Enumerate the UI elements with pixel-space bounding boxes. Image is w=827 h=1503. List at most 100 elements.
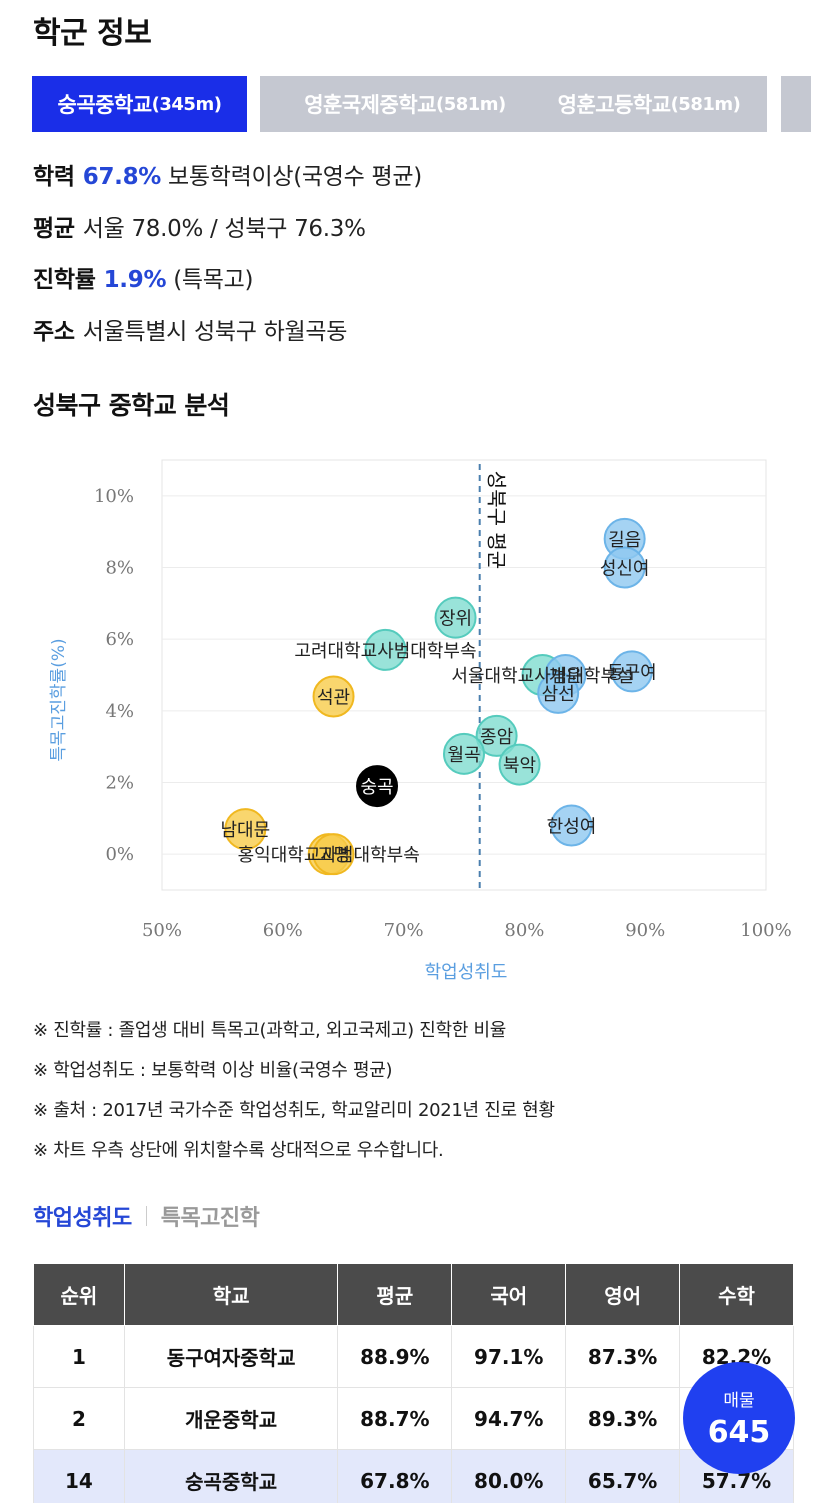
cell-school: 숭곡중학교 — [123, 1449, 339, 1503]
tab-school-0-name: 숭곡중학교 — [57, 93, 153, 117]
info-advancement-key: 진학률 — [33, 267, 96, 293]
x-tick-label: 50% — [142, 920, 182, 941]
tab-school-0[interactable]: 숭곡중학교 (345m) — [32, 76, 247, 132]
data-point-label: 장위 — [439, 609, 472, 630]
info-achievement: 학력 67.8% 보통학력이상(국영수 평균) — [33, 157, 422, 191]
cell-school: 개운중학교 — [123, 1387, 339, 1450]
tab-school-more[interactable] — [781, 76, 811, 132]
info-advancement-value: 1.9% — [103, 267, 167, 293]
subtab-advancement[interactable]: 특목고진학 — [160, 1206, 260, 1231]
note-3: ※ 차트 우측 상단에 위치할수록 상대적으로 우수합니다. — [33, 1140, 444, 1161]
data-point-label: 동구여 — [607, 662, 657, 683]
school-tabs: 숭곡중학교 (345m) 영훈국제중학교 (581m) 영훈고등학교 (581m) — [32, 76, 827, 132]
info-address: 주소 서울특별시 성북구 하월곡동 — [33, 312, 347, 346]
table-row[interactable]: 1 동구여자중학교 88.9% 97.1% 87.3% 82.2% — [33, 1325, 794, 1388]
data-point — [537, 671, 580, 714]
header-rank: 순위 — [33, 1263, 125, 1326]
data-point — [475, 714, 518, 757]
tab-school-2[interactable]: 영훈고등학교 (581m) — [531, 76, 767, 132]
data-point-label: 북악 — [503, 756, 536, 777]
info-achievement-value: 67.8% — [82, 164, 162, 190]
data-point-label: 개운 — [549, 666, 582, 687]
tab-school-1-name: 영훈국제중학교 — [304, 93, 436, 117]
data-point — [312, 675, 355, 718]
cell-rank: 1 — [33, 1325, 125, 1388]
y-tick-label: 2% — [105, 773, 134, 794]
y-tick-label: 0% — [105, 844, 134, 865]
x-tick-label: 60% — [263, 920, 303, 941]
y-tick-label: 6% — [105, 629, 134, 650]
info-average-value: 서울 78.0% / 성북구 76.3% — [82, 216, 366, 242]
y-tick-label: 8% — [105, 558, 134, 579]
cell-average: 88.7% — [337, 1387, 453, 1450]
x-axis-label: 학업성취도 — [425, 962, 508, 983]
plot-frame — [161, 459, 767, 891]
table-row[interactable]: 2 개운중학교 88.7% 94.7% 89.3% — [33, 1387, 794, 1450]
info-address-key: 주소 — [33, 319, 75, 345]
x-tick-label: 80% — [504, 920, 544, 941]
data-point — [498, 743, 541, 786]
tab-school-2-distance: (581m) — [670, 93, 741, 115]
header-average: 평균 — [337, 1263, 453, 1326]
average-line-label: 성북구 평균 — [485, 471, 509, 569]
x-tick-label: 70% — [384, 920, 424, 941]
cell-english: 89.3% — [565, 1387, 681, 1450]
info-advancement: 진학률 1.9% (특목고) — [33, 260, 253, 294]
cell-rank: 14 — [33, 1449, 125, 1503]
data-point-label: 고려대학교사범대학부속 — [294, 641, 476, 662]
data-point — [364, 628, 407, 671]
listings-label: 매물 — [723, 1391, 755, 1411]
info-average: 평균 서울 78.0% / 성북구 76.3% — [33, 209, 366, 243]
info-advancement-desc: (특목고) — [173, 267, 254, 293]
data-point-label: 남대문 — [221, 820, 271, 841]
info-address-value: 서울특별시 성북구 하월곡동 — [82, 319, 348, 345]
y-axis-label: 특목고진학률(%) — [49, 638, 69, 761]
data-point — [610, 650, 653, 693]
data-point-label: 성신여 — [600, 559, 650, 580]
header-school: 학교 — [123, 1263, 339, 1326]
data-point — [224, 808, 267, 851]
data-point-label: 홍익대학교사범대학부속 — [238, 845, 420, 866]
listings-count: 645 — [707, 1415, 771, 1450]
listings-float-button[interactable]: 매물 645 — [683, 1362, 795, 1474]
cell-korean: 94.7% — [451, 1387, 567, 1450]
info-achievement-desc: 보통학력이상(국영수 평균) — [168, 164, 422, 190]
cell-english: 65.7% — [565, 1449, 681, 1503]
ranking-table: 순위 학교 평균 국어 영어 수학 1 동구여자중학교 88.9% 97.1% … — [33, 1263, 794, 1503]
data-point-label: 종암 — [480, 727, 513, 748]
data-point — [603, 546, 646, 589]
data-point-label: 석관 — [317, 688, 350, 709]
subtab-achievement[interactable]: 학업성취도 — [33, 1206, 132, 1231]
tab-school-0-distance: (345m) — [151, 93, 222, 115]
tab-school-2-name: 영훈고등학교 — [557, 93, 671, 117]
data-point — [312, 833, 355, 876]
data-point-label: 길음 — [608, 530, 641, 551]
page-title: 학군 정보 — [33, 16, 152, 51]
scatter-chart: 0% 2% 4% 6% 8% 10% 50% 60% 70% 80% 90% 100% 학업성취도 특목고… — [49, 459, 792, 983]
info-achievement-key: 학력 — [33, 164, 75, 190]
table-header-row: 순위 학교 평균 국어 영어 수학 — [33, 1263, 794, 1326]
y-tick-label: 10% — [94, 486, 134, 507]
header-english: 영어 — [565, 1263, 681, 1326]
header-korean: 국어 — [451, 1263, 567, 1326]
x-tick-label: 100% — [740, 920, 791, 941]
data-point — [434, 596, 477, 639]
tab-school-1[interactable]: 영훈국제중학교 (581m) — [260, 76, 550, 132]
header-math: 수학 — [679, 1263, 794, 1326]
ranking-subtabs: 학업성취도 특목고진학 — [33, 1200, 260, 1232]
data-point-label: 삼선 — [542, 684, 575, 705]
subtab-divider — [145, 1206, 147, 1226]
cell-average: 67.8% — [337, 1449, 453, 1503]
cell-korean: 97.1% — [451, 1325, 567, 1388]
cell-korean: 80.0% — [451, 1449, 567, 1503]
cell-school: 동구여자중학교 — [123, 1325, 339, 1388]
note-0: ※ 진학률 : 졸업생 대비 특목고(과학고, 외고국제고) 진학한 비율 — [33, 1020, 507, 1041]
info-average-key: 평균 — [33, 216, 75, 242]
notes: ※ 진학률 : 졸업생 대비 특목고(과학고, 외고국제고) 진학한 비율 ※ … — [33, 1016, 555, 1176]
data-point — [550, 804, 593, 847]
table-row-current-school[interactable]: 14 숭곡중학교 67.8% 80.0% 65.7% 57.7% — [33, 1449, 794, 1503]
section-title: 성북구 중학교 분석 — [33, 391, 230, 420]
cell-average: 88.9% — [337, 1325, 453, 1388]
tab-school-1-distance: (581m) — [435, 93, 506, 115]
data-point-label: 고명 — [317, 845, 350, 866]
